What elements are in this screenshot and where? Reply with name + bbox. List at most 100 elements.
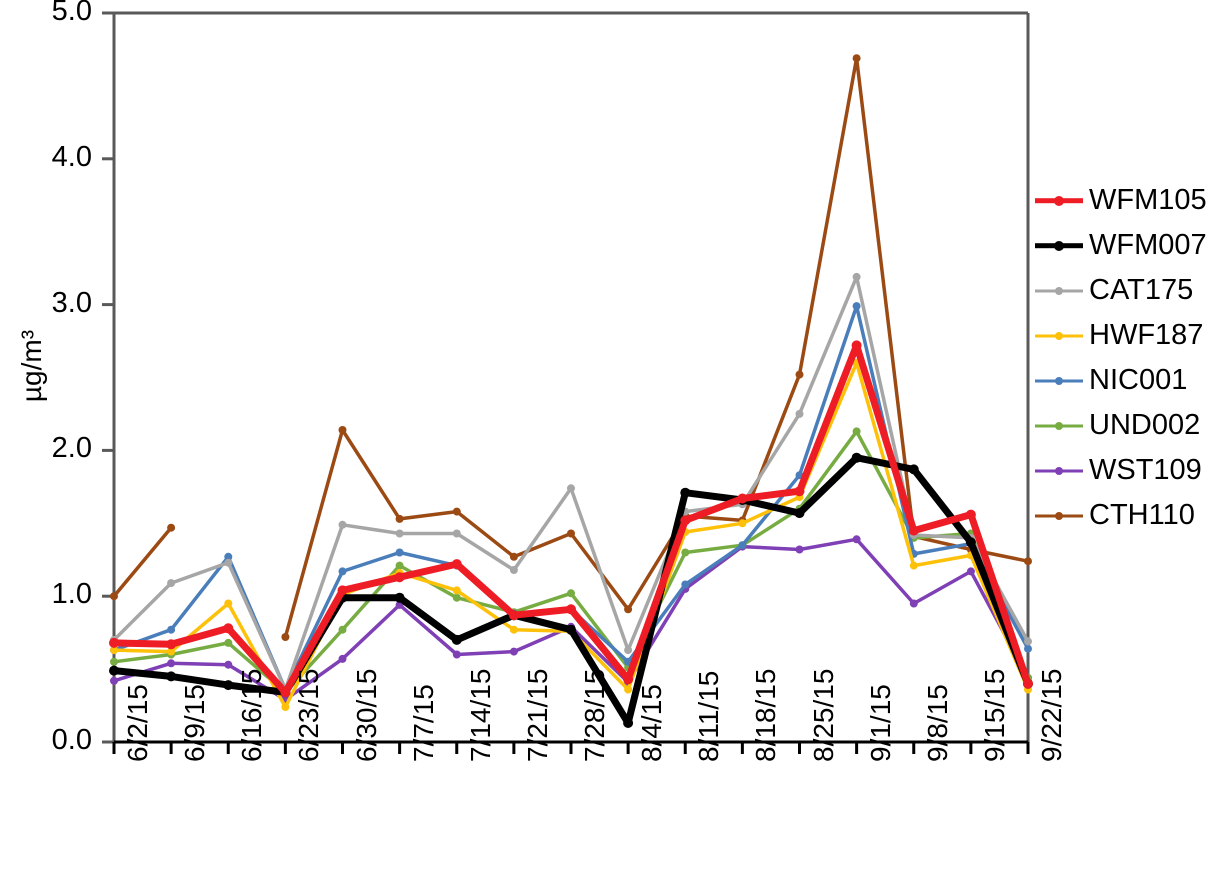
data-point: [223, 623, 234, 634]
data-point: [680, 487, 691, 498]
data-point: [395, 529, 404, 538]
legend-item-hwf187[interactable]: HWF187: [1035, 313, 1217, 358]
legend-line-swatch: [1035, 372, 1083, 390]
data-point: [965, 537, 976, 548]
series-line: [112, 56, 1030, 639]
data-point: [280, 687, 291, 698]
y-tick-label: 0.0: [51, 724, 92, 756]
x-tick-label: 7/21/15: [521, 668, 553, 762]
data-point: [795, 409, 804, 418]
legend-line-swatch: [1035, 507, 1083, 525]
legend-item-cth110[interactable]: CTH110: [1035, 493, 1217, 538]
legend-label: HWF187: [1089, 319, 1204, 351]
data-point: [338, 625, 347, 634]
data-point: [1024, 637, 1032, 646]
legend-item-nic001[interactable]: NIC001: [1035, 358, 1217, 403]
y-tick-label: 5.0: [51, 0, 92, 27]
data-point: [908, 464, 919, 475]
data-point: [794, 486, 805, 497]
data-point: [224, 558, 233, 567]
legend-line-swatch: [1035, 417, 1083, 435]
data-point: [908, 525, 919, 536]
data-point: [966, 567, 975, 576]
series-layer: [109, 54, 1033, 728]
data-point: [109, 665, 119, 676]
data-point: [509, 552, 518, 561]
data-point: [395, 561, 404, 570]
data-point: [794, 508, 805, 519]
chart-legend: WFM105 WFM007 CAT175 HWF187 NIC001 UND002 WST1…: [1035, 178, 1217, 538]
data-point: [338, 654, 347, 663]
data-point: [567, 484, 575, 493]
data-point: [509, 647, 518, 656]
data-point: [110, 676, 118, 685]
series-line: [110, 341, 1032, 696]
legend-item-wfm105[interactable]: WFM105: [1035, 178, 1217, 223]
data-point: [394, 592, 405, 603]
data-point: [395, 514, 404, 523]
data-point: [509, 625, 518, 634]
data-point: [851, 340, 862, 351]
data-point: [338, 426, 347, 434]
legend-label: WST109: [1089, 454, 1202, 486]
data-point: [738, 541, 747, 550]
legend-label: UND002: [1089, 409, 1201, 441]
y-tick-label: 2.0: [51, 432, 92, 465]
legend-item-cat175[interactable]: CAT175: [1035, 268, 1217, 313]
data-point: [109, 637, 119, 648]
data-point: [110, 592, 118, 601]
data-point: [909, 561, 918, 570]
data-point: [337, 585, 348, 596]
x-tick-label: 7/14/15: [464, 668, 496, 762]
x-tick-label: 9/22/15: [1036, 668, 1067, 762]
data-point: [167, 625, 176, 634]
data-point: [567, 589, 575, 598]
x-tick-label: 6/23/15: [293, 668, 325, 762]
x-tick-label: 8/18/15: [750, 668, 782, 762]
data-point: [224, 599, 233, 608]
y-tick-label: 3.0: [51, 286, 92, 319]
legend-item-und002[interactable]: UND002: [1035, 403, 1217, 448]
legend-line-swatch: [1035, 327, 1083, 345]
data-point: [452, 507, 461, 516]
data-point: [623, 674, 634, 685]
legend-line-swatch: [1035, 192, 1083, 210]
legend-label: CTH110: [1089, 499, 1195, 531]
data-point: [110, 657, 118, 666]
data-point: [624, 685, 633, 694]
data-point: [338, 567, 347, 576]
x-tick-label: 7/28/15: [579, 668, 610, 762]
legend-label: NIC001: [1089, 364, 1188, 396]
legend-label: CAT175: [1089, 274, 1194, 306]
legend-item-wst109[interactable]: WST109: [1035, 448, 1217, 493]
legend-item-wfm007[interactable]: WFM007: [1035, 223, 1217, 268]
x-tick-label: 8/11/15: [693, 670, 725, 762]
x-tick-label: 6/30/15: [350, 668, 382, 762]
x-tick-label: 9/15/15: [978, 668, 1010, 762]
x-tick-label: 6/16/15: [236, 668, 268, 762]
data-point: [1024, 644, 1032, 653]
data-point: [166, 639, 177, 650]
data-point: [509, 566, 518, 574]
data-point: [566, 604, 576, 615]
data-point: [566, 624, 576, 635]
legend-line-swatch: [1035, 282, 1083, 300]
data-point: [795, 370, 804, 379]
data-point: [452, 593, 461, 602]
data-point: [965, 509, 976, 520]
data-point: [624, 646, 633, 655]
data-point: [451, 559, 462, 570]
x-tick-label: 8/4/15: [636, 684, 668, 762]
data-point: [281, 703, 290, 711]
data-point: [452, 586, 461, 595]
data-point: [737, 493, 748, 504]
legend-label: WFM007: [1089, 229, 1207, 261]
data-point: [167, 659, 176, 668]
data-point: [451, 634, 462, 645]
x-tick-label: 9/8/15: [921, 684, 953, 762]
x-tick-label: 9/1/15: [864, 684, 896, 762]
data-point: [167, 579, 176, 588]
axis-tick-marks: [102, 11, 1030, 754]
data-point: [224, 660, 233, 669]
